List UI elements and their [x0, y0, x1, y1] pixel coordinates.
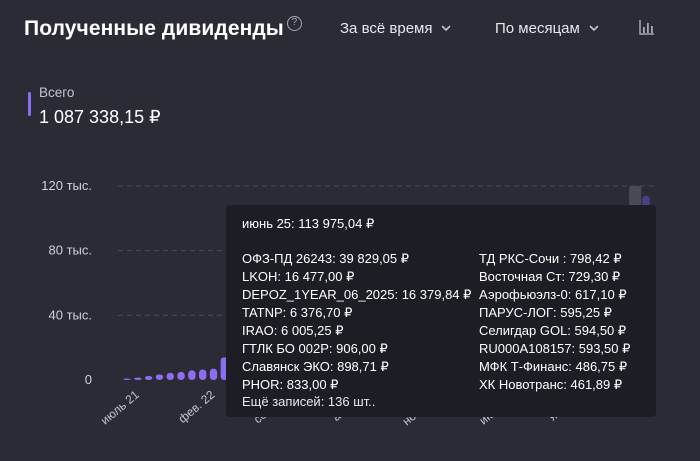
y-tick-label: 120 тыс. — [41, 178, 92, 193]
title-row: Полученные дивиденды ? — [24, 14, 302, 44]
tooltip-item: IRAO: 6 005,25 ₽ — [242, 323, 344, 338]
total-value: 1 087 338,15 ₽ — [39, 107, 161, 127]
tooltip-item: ХК Новотранс: 461,89 ₽ — [479, 377, 623, 392]
grouping-dropdown[interactable]: По месяцам — [495, 16, 600, 40]
tooltip-left-column: ОФЗ-ПД 26243: 39 829,05 ₽ LKOH: 16 477,0… — [242, 250, 471, 394]
tooltip-item: Аэрофьюэлз-0: 617,10 ₽ — [479, 287, 627, 302]
chevron-down-icon — [589, 25, 599, 31]
bar[interactable] — [155, 374, 164, 380]
bar[interactable] — [166, 372, 174, 380]
bar[interactable] — [123, 378, 131, 381]
tooltip-title: июнь 25: 113 975,04 ₽ — [242, 216, 375, 231]
tooltip-item: PHOR: 833,00 ₽ — [242, 377, 339, 392]
grouping-dropdown-label: По месяцам — [495, 19, 580, 37]
tooltip-item: ОФЗ-ПД 26243: 39 829,05 ₽ — [242, 251, 410, 266]
y-tick-label: 80 тыс. — [49, 243, 92, 258]
period-dropdown[interactable]: За всё время — [340, 16, 452, 40]
bar[interactable] — [198, 369, 207, 380]
tooltip-item: TATNP: 6 376,70 ₽ — [242, 305, 353, 320]
tooltip-item: RU000A108157: 593,50 ₽ — [479, 341, 631, 356]
tooltip-item: ГТЛК БО 002P: 906,00 ₽ — [242, 341, 388, 356]
chevron-down-icon — [442, 25, 451, 31]
period-dropdown-label: За всё время — [340, 19, 433, 37]
tooltip-item: МФК Т-Финанс: 486,75 ₽ — [479, 359, 628, 374]
x-tick-label: фев. 22 — [176, 387, 218, 426]
tooltip-item: Славянск ЭКО: 898,71 ₽ — [242, 359, 389, 374]
bar-chart-icon[interactable] — [638, 18, 656, 36]
chart-tooltip: июнь 25: 113 975,04 ₽ ОФЗ-ПД 26243: 39 8… — [226, 205, 656, 417]
bar[interactable] — [209, 368, 218, 380]
x-tick-label: июль 21 — [98, 387, 142, 427]
total-marker — [28, 92, 31, 116]
tooltip-item: Селигдар GOL: 594,50 ₽ — [479, 323, 627, 338]
tooltip-item: Восточная Ст: 729,30 ₽ — [479, 269, 621, 284]
tooltip-right-column: ТД РКС-Сочи : 798,42 ₽ Восточная Ст: 729… — [479, 250, 630, 394]
tooltip-item: DEPOZ_1YEAR_06_2025: 16 379,84 ₽ — [242, 287, 472, 302]
bar[interactable] — [177, 371, 185, 380]
help-icon[interactable]: ? — [286, 15, 302, 31]
tooltip-item: LKOH: 16 477,00 ₽ — [242, 269, 355, 284]
page-title: Полученные дивиденды — [24, 17, 284, 40]
tooltip-item: ПАРУС-ЛОГ: 595,25 ₽ — [479, 305, 612, 320]
bar[interactable] — [188, 370, 196, 380]
y-tick-label: 40 тыс. — [49, 307, 92, 322]
bar[interactable] — [144, 375, 153, 380]
bar[interactable] — [134, 377, 142, 380]
tooltip-more-records: Ещё записей: 136 шт.. — [242, 394, 376, 409]
total-label: Всего — [39, 85, 75, 100]
tooltip-item: ТД РКС-Сочи : 798,42 ₽ — [479, 251, 622, 266]
y-tick-label: 0 — [85, 372, 92, 387]
